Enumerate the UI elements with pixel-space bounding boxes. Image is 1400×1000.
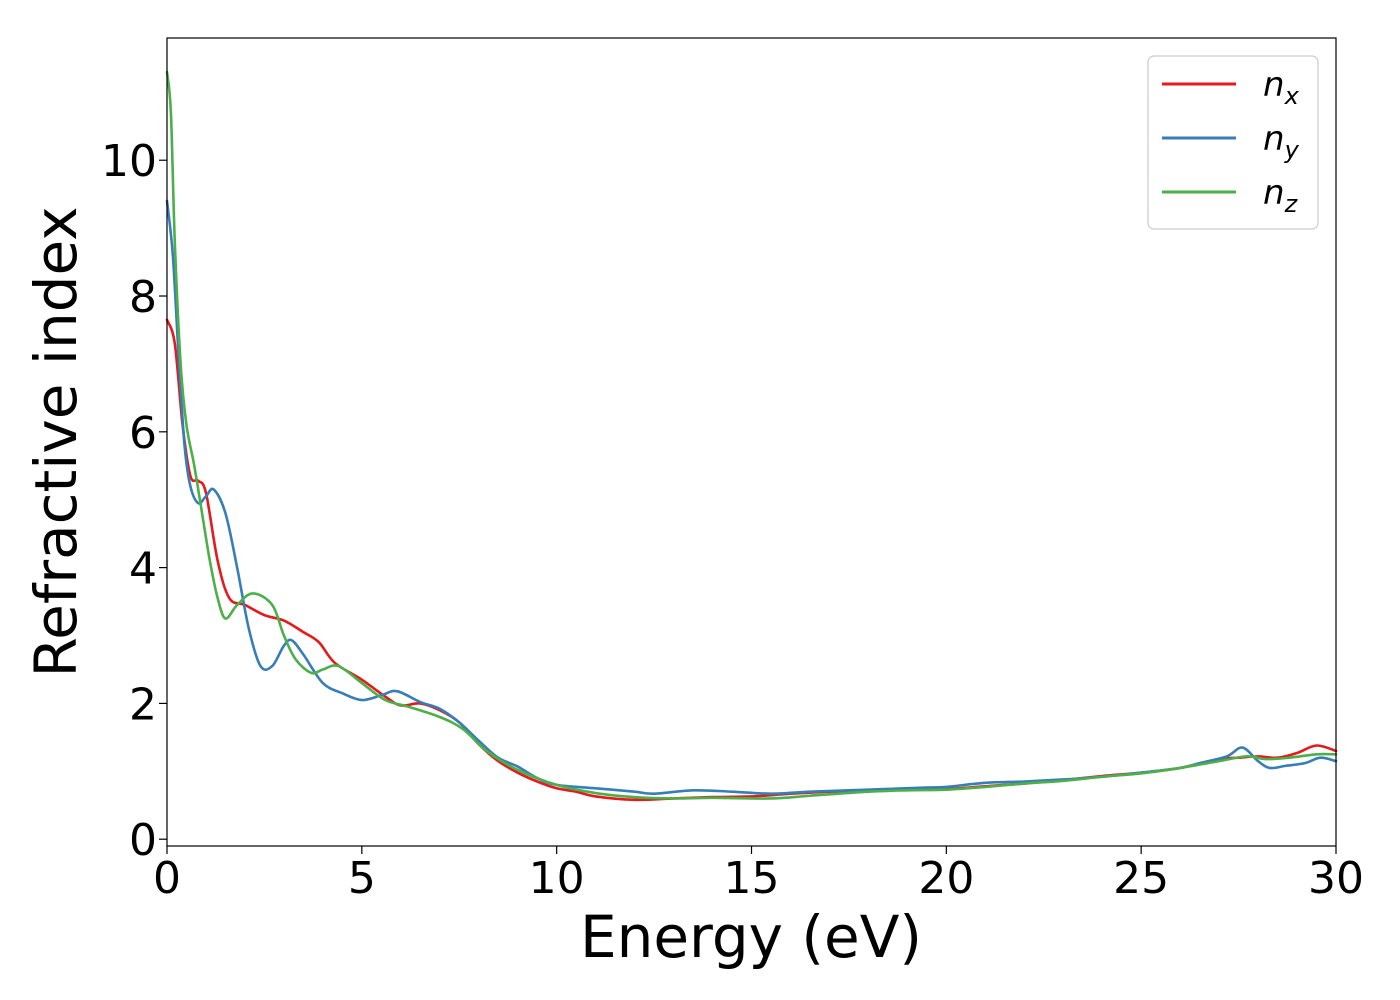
series-line-nz xyxy=(165,70,1338,800)
legend-label-base: n xyxy=(1263,173,1285,213)
x-axis-label: Energy (eV) xyxy=(580,903,922,971)
x-tick-label: 30 xyxy=(1308,853,1364,904)
x-tick-label: 5 xyxy=(348,853,376,904)
y-axis: 0 2 4 6 8 10 xyxy=(101,136,167,866)
y-tick-label: 10 xyxy=(101,136,157,187)
y-tick-label: 0 xyxy=(129,815,157,866)
y-axis-label: Refractive index xyxy=(22,206,90,677)
legend-box xyxy=(1147,55,1319,230)
y-tick-label: 2 xyxy=(129,679,157,730)
legend-label-ny: ny xyxy=(1263,119,1300,164)
x-tick-label: 10 xyxy=(529,853,585,904)
legend-label-subscript: z xyxy=(1284,190,1299,218)
y-tick-label: 6 xyxy=(129,408,157,459)
x-tick-label: 0 xyxy=(153,853,181,904)
series-layer xyxy=(165,70,1338,802)
y-tick-label: 4 xyxy=(129,544,157,595)
legend-label-subscript: y xyxy=(1284,136,1300,164)
y-tick-label: 8 xyxy=(129,272,157,323)
x-tick-label: 20 xyxy=(918,853,974,904)
legend-label-nx: nx xyxy=(1263,65,1300,110)
x-tick-label: 25 xyxy=(1113,853,1169,904)
x-axis: 0 5 10 15 20 25 30 xyxy=(153,846,1364,904)
legend-label-nz: nz xyxy=(1263,173,1299,218)
legend-label-subscript: x xyxy=(1284,82,1300,110)
legend-label-base: n xyxy=(1263,119,1285,159)
x-tick-label: 15 xyxy=(724,853,780,904)
legend-label-base: n xyxy=(1263,65,1285,105)
